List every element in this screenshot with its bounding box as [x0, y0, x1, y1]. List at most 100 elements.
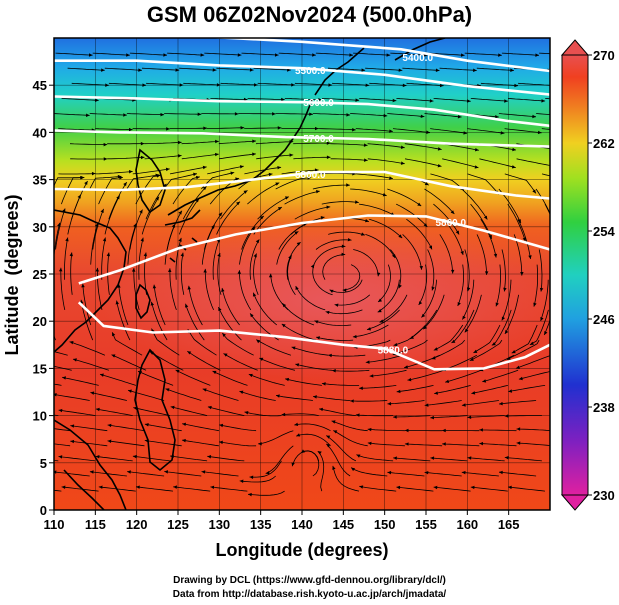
streamline-arrow	[277, 126, 282, 130]
streamline-arrow	[466, 99, 471, 103]
streamline-arrow	[284, 196, 289, 200]
streamline	[173, 486, 211, 492]
streamline-arrow	[259, 215, 264, 220]
streamline	[396, 385, 434, 393]
streamline	[387, 400, 425, 405]
streamline-arrow	[184, 303, 189, 308]
streamline-arrow	[237, 53, 242, 57]
streamline	[506, 339, 540, 360]
streamline-arrow	[460, 53, 465, 57]
streamline	[221, 332, 254, 356]
streamline-arrow	[326, 205, 331, 209]
streamline-arrow	[429, 99, 434, 103]
streamline	[334, 294, 371, 306]
streamline	[369, 218, 403, 239]
streamline-arrow	[282, 303, 287, 308]
streamline-arrow	[219, 440, 223, 445]
streamline	[314, 320, 352, 327]
streamline-arrow	[402, 83, 407, 88]
streamline-arrow	[202, 186, 207, 191]
streamline-arrow	[431, 286, 435, 291]
streamline	[16, 395, 53, 400]
colorbar-top-arrow	[560, 39, 590, 56]
streamline-arrow	[423, 223, 428, 227]
streamline-arrow	[244, 411, 249, 415]
streamline	[504, 415, 542, 417]
streamline	[54, 113, 90, 116]
y-tick-label: 35	[33, 173, 47, 188]
streamline-arrow	[479, 441, 484, 446]
streamline	[89, 175, 122, 190]
streamline	[96, 267, 103, 310]
streamline-arrow	[117, 284, 121, 288]
streamline	[387, 188, 422, 207]
streamline-arrow	[541, 99, 546, 103]
x-tick-label: 160	[456, 517, 478, 532]
streamline	[164, 471, 202, 477]
streamline	[179, 198, 200, 235]
contour-line	[54, 59, 550, 96]
streamline	[107, 440, 145, 447]
streamline	[71, 82, 109, 86]
streamline-arrow	[165, 388, 170, 392]
streamline	[182, 186, 207, 220]
streamline	[98, 177, 123, 205]
streamline	[281, 323, 317, 341]
streamline	[350, 188, 387, 197]
streamline-arrow	[552, 221, 555, 225]
streamline	[427, 249, 435, 291]
streamline	[95, 456, 133, 462]
streamline	[396, 98, 434, 102]
streamline-arrow	[182, 438, 186, 443]
streamline-arrow	[517, 219, 521, 224]
streamline	[129, 209, 143, 250]
streamline-arrow	[516, 441, 521, 445]
streamline-arrow	[252, 292, 257, 297]
streamline-arrow	[404, 428, 409, 433]
streamline-arrow	[179, 83, 184, 87]
streamline-arrow	[326, 141, 331, 145]
streamline-arrow	[178, 210, 182, 215]
streamlines	[16, 52, 555, 497]
contour-line	[54, 95, 550, 128]
streamline-arrow	[473, 349, 478, 353]
streamline	[207, 406, 245, 416]
streamline-arrow	[393, 456, 397, 460]
streamline-arrow	[470, 485, 475, 490]
streamline	[359, 98, 397, 102]
streamline	[278, 52, 316, 56]
streamline	[369, 82, 407, 86]
streamline	[265, 445, 294, 474]
y-axis-title: Latitude (degrees)	[2, 194, 22, 355]
streamline-arrow	[514, 83, 519, 88]
streamline	[275, 395, 313, 401]
streamline-arrow	[253, 253, 257, 258]
streamline-arrow	[495, 302, 499, 307]
streamline	[424, 400, 462, 406]
streamline	[517, 219, 531, 260]
streamline	[464, 249, 470, 292]
streamline-arrow	[252, 139, 256, 143]
streamline-arrow	[249, 475, 254, 479]
streamline	[212, 238, 221, 280]
streamline	[127, 389, 165, 401]
streamline	[470, 486, 508, 492]
streamline-arrow	[424, 470, 429, 475]
streamline	[47, 283, 54, 325]
streamline	[151, 328, 180, 356]
streamline	[291, 450, 320, 467]
streamline-arrow	[359, 485, 364, 489]
colorbar-label: 270	[593, 48, 615, 63]
contour-label: 5860.0	[436, 218, 467, 229]
streamline-arrow	[294, 231, 299, 235]
streamline	[58, 409, 96, 416]
streamline	[538, 249, 543, 292]
streamline-arrow	[127, 470, 131, 474]
streamline	[535, 188, 550, 215]
streamline	[253, 253, 259, 295]
streamline-arrow	[291, 346, 296, 350]
streamline	[319, 408, 356, 416]
streamline-arrow	[430, 415, 434, 420]
streamline	[217, 252, 222, 295]
